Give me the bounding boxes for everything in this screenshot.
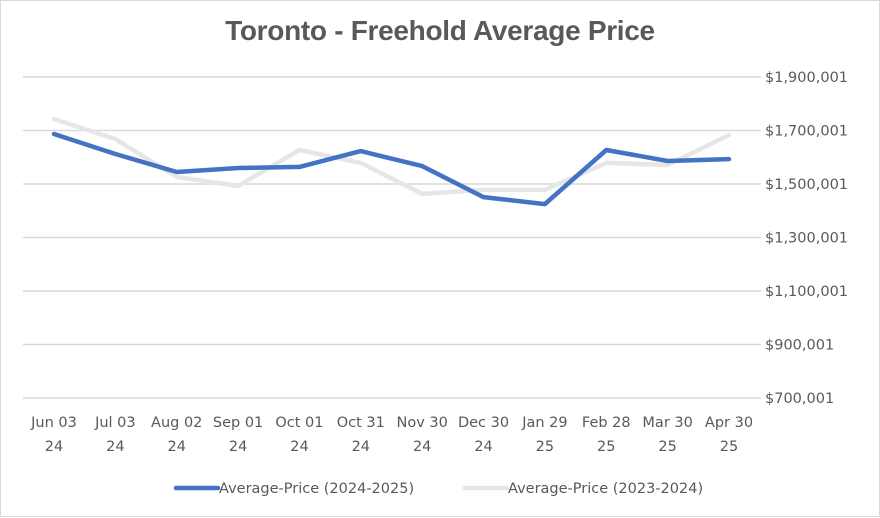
x-tick-label: Mar 30 [642,415,692,431]
x-tick-label-year: 24 [229,439,247,455]
x-tick-label: Feb 28 [582,415,631,431]
x-tick-label: Oct 01 [275,415,323,431]
x-tick-label: Jul 03 [94,415,136,431]
x-tick-label: Aug 02 [151,415,202,431]
legend-label: Average-Price (2024-2025) [219,481,414,497]
x-tick-label-year: 25 [658,439,676,455]
x-tick-label: Oct 31 [337,415,385,431]
x-tick-label-year: 24 [106,439,124,455]
y-tick-label: $900,001 [765,338,834,354]
x-tick-label: Nov 30 [397,415,448,431]
x-tick-label: Jun 03 [30,415,77,431]
y-axis-ticks: $1,900,001 $1,700,001 $1,500,001 $1,300,001… [765,70,848,407]
x-tick-label-year: 24 [168,439,186,455]
y-tick-label: $1,900,001 [765,70,848,86]
y-tick-label: $1,100,001 [765,284,848,300]
x-axis-ticks: Jun 03 24 Jul 03 24 Aug 02 24 Sep 01 24 Oct 01 24… [30,415,753,455]
y-tick-label: $1,500,001 [765,177,848,193]
y-tick-label: $1,700,001 [765,124,848,140]
x-tick-label-year: 25 [720,439,738,455]
x-tick-label: Dec 30 [458,415,509,431]
x-tick-label-year: 24 [290,439,308,455]
x-tick-label-year: 25 [597,439,615,455]
series-line-0 [54,134,729,204]
x-tick-label-year: 24 [413,439,431,455]
x-tick-label: Sep 01 [213,415,263,431]
legend-label: Average-Price (2023-2024) [508,481,703,497]
x-tick-label-year: 24 [45,439,63,455]
x-tick-label: Apr 30 [705,415,753,431]
y-tick-label: $1,300,001 [765,231,848,247]
legend: Average-Price (2024-2025) Average-Price (… [176,481,703,497]
x-tick-label-year: 24 [352,439,370,455]
series-lines [54,119,729,204]
x-tick-label: Jan 29 [521,415,567,431]
gridlines [23,77,761,398]
x-tick-label-year: 25 [536,439,554,455]
x-tick-label-year: 24 [474,439,492,455]
y-tick-label: $700,001 [765,391,834,407]
